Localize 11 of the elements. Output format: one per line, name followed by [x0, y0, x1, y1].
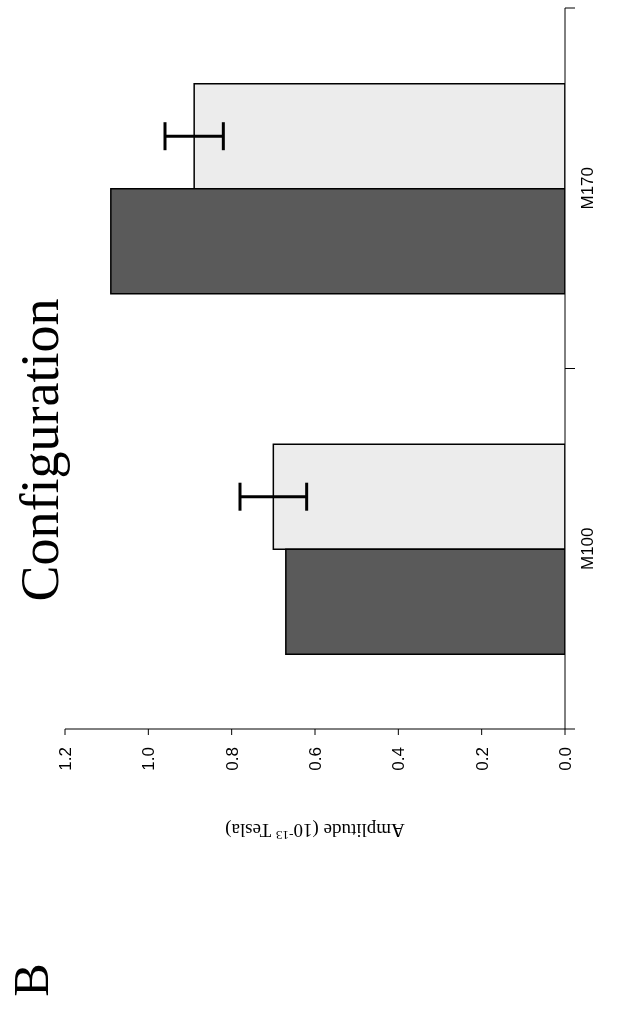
y-tick-label: M170: [578, 166, 597, 210]
x-tick-label: 0.0: [556, 747, 575, 771]
text: B: [2, 963, 59, 997]
y-tick-label: M100: [578, 527, 597, 571]
x-tick-label: 0.8: [222, 747, 242, 771]
x-tick-label: 1.2: [56, 747, 75, 771]
text: Configuration: [10, 297, 70, 604]
x-tick-label: 1.0: [139, 747, 159, 771]
x-tick-label: 0.6: [306, 747, 325, 771]
x-tick-label: 0.2: [472, 747, 492, 771]
x-tick-label: 0.4: [389, 747, 409, 771]
